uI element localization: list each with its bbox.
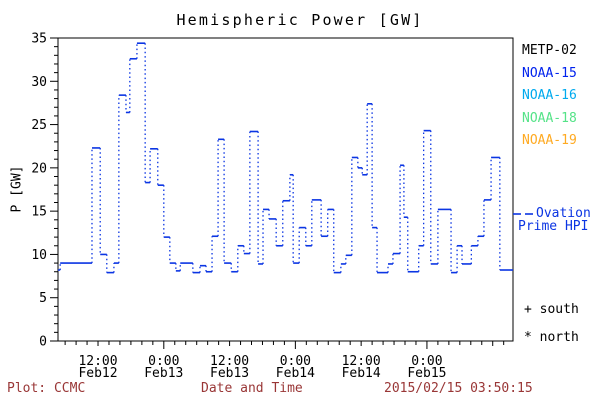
x-axis-title: Date and Time [201,381,303,396]
axis-frame [57,37,514,342]
x-tick-time-label: 0:00 [148,354,179,369]
y-tick-label: 25 [31,118,47,133]
legend-item-noaa-18: NOAA-18 [522,110,577,126]
y-tick-label: 35 [31,32,47,47]
x-tick-date-label: Feb13 [210,366,249,381]
legend-item-noaa-19: NOAA-19 [522,133,577,149]
legend-item-noaa-16: NOAA-16 [522,88,577,104]
legend-item-metp-02: METP-02 [522,43,577,58]
legend-item-noaa-15: NOAA-15 [522,65,577,81]
north-marker-legend: * north [524,330,579,345]
x-tick-date-label: Feb14 [276,366,315,381]
y-tick-label: 0 [39,335,47,350]
south-marker-legend: + south [524,302,579,317]
y-tick-label: 15 [31,205,47,220]
x-tick-time-label: 0:00 [280,354,311,369]
model-legend-line2: Prime HPI [518,219,589,234]
y-tick-label: 10 [31,248,47,263]
x-tick-time-label: 12:00 [342,354,381,369]
footer-timestamp: 2015/02/15 03:50:15 [384,381,533,396]
y-axis-title: P [GW] [9,165,25,213]
y-tick-label: 5 [39,291,47,306]
x-tick-time-label: 12:00 [210,354,249,369]
y-tick-label: 20 [31,161,47,176]
footer-plot-source: Plot: CCMC [7,381,86,396]
x-tick-time-label: 12:00 [78,354,117,369]
x-tick-date-label: Feb13 [144,366,183,381]
x-tick-date-label: Feb15 [407,366,446,381]
y-tick-label: 30 [31,75,47,90]
x-tick-time-label: 0:00 [411,354,442,369]
x-tick-date-label: Feb14 [342,366,381,381]
x-tick-date-label: Feb12 [78,366,117,381]
model-legend-line1: Ovation [536,206,591,221]
chart-title: Hemispheric Power [GW] [176,11,424,29]
